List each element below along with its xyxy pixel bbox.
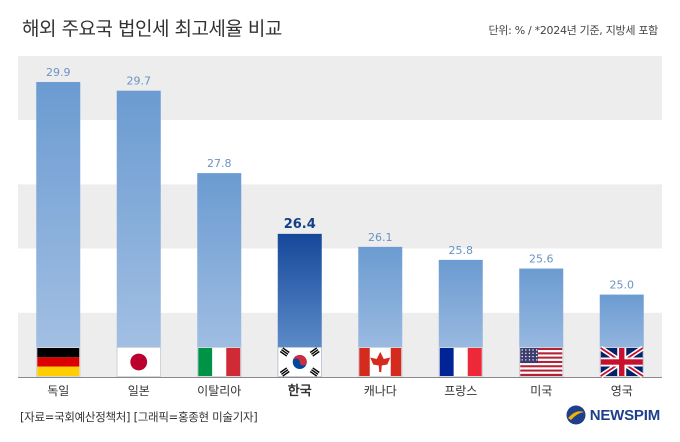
flags bbox=[36, 345, 645, 379]
grid-band bbox=[18, 120, 662, 185]
chart-title: 해외 주요국 법인세 최고세율 비교 bbox=[22, 18, 282, 40]
value-labels: 29.9 29.7 27.8 26.4 26.1 25.8 25.6 25.0 bbox=[46, 66, 634, 292]
value-label: 26.1 bbox=[368, 231, 393, 244]
category-label: 영국 bbox=[611, 384, 633, 398]
bar bbox=[116, 90, 161, 378]
category-label: 이탈리아 bbox=[197, 384, 241, 398]
category-label: 미국 bbox=[530, 384, 552, 398]
category-label: 프랑스 bbox=[444, 384, 477, 398]
france-flag bbox=[438, 347, 483, 377]
grid-band bbox=[18, 56, 662, 121]
grid-band bbox=[18, 184, 662, 249]
value-label: 29.9 bbox=[46, 66, 71, 79]
japan-flag bbox=[116, 347, 161, 377]
background-bands bbox=[18, 56, 662, 378]
grid-band bbox=[18, 248, 662, 313]
bar bbox=[197, 173, 242, 377]
logo-text: NEWSPIM bbox=[589, 406, 660, 424]
bar bbox=[36, 82, 81, 377]
value-label: 27.8 bbox=[207, 157, 232, 170]
italy-flag bbox=[197, 347, 242, 377]
source-credit: [자료=국회예산정책처] [그래픽=홍종현 미술기자] bbox=[20, 410, 258, 424]
category-label: 독일 bbox=[47, 384, 69, 398]
category-label: 일본 bbox=[128, 384, 150, 398]
newspim-logo-icon bbox=[566, 405, 586, 425]
value-label: 25.8 bbox=[449, 244, 474, 257]
category-label: 캐나다 bbox=[364, 384, 397, 398]
germany-flag bbox=[36, 347, 81, 377]
value-label: 25.0 bbox=[610, 279, 635, 292]
newspim-logo: NEWSPIM bbox=[566, 405, 660, 425]
value-label: 29.7 bbox=[127, 75, 152, 88]
category-labels: 독일 일본 이탈리아 한국 캐나다 프랑스 미국 영국 bbox=[47, 383, 633, 399]
value-label: 26.4 bbox=[284, 217, 316, 232]
uk-flag bbox=[599, 345, 645, 379]
category-label: 한국 bbox=[288, 383, 312, 399]
bars bbox=[36, 82, 644, 378]
usa-flag bbox=[519, 347, 564, 377]
canada-flag bbox=[358, 347, 403, 377]
value-label: 25.6 bbox=[529, 253, 554, 266]
unit-note: 단위: % / *2024년 기준, 지방세 포함 bbox=[488, 24, 658, 37]
korea-flag bbox=[277, 347, 322, 377]
grid-band bbox=[18, 312, 662, 377]
